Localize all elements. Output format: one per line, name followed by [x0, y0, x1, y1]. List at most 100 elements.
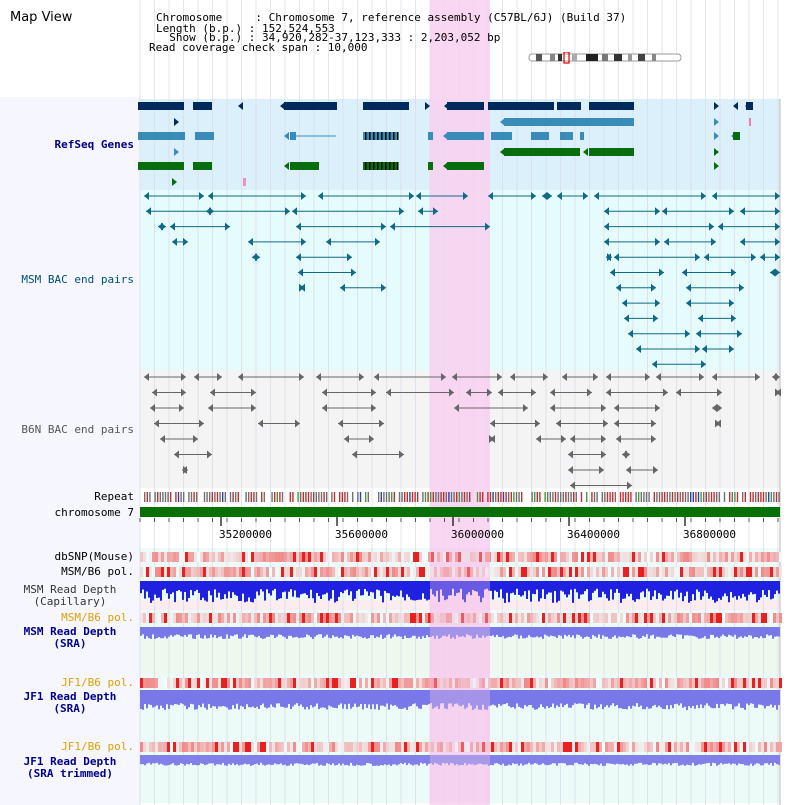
b6n-bac-pair	[568, 466, 604, 474]
b6n-bac-pair	[562, 373, 598, 381]
msm-bac-pair	[170, 222, 230, 231]
exon-tick	[365, 162, 367, 170]
b6n-bac-pair	[150, 404, 184, 412]
gene-arrow	[583, 148, 588, 156]
gene-arrow	[174, 118, 179, 126]
exon-tick	[385, 162, 387, 170]
jf1-read-depth-sra-label: JF1 Read Depth (SRA)	[23, 690, 117, 715]
b6n-bac-pair	[550, 388, 592, 397]
exon-tick	[377, 162, 379, 170]
jf1-b6-pol-label-2: JF1/B6 pol.	[61, 740, 134, 753]
msm-read-depth-capillary-label: MSM Read Depth (Capillary)	[23, 583, 117, 608]
msm-bac-pair	[296, 253, 352, 262]
axis-tick-35200000: 35200000	[219, 528, 272, 541]
msm-bac-pair	[718, 222, 780, 231]
header-bg	[0, 0, 800, 97]
msm-bac-pair	[158, 222, 166, 231]
b6n-bac-pair	[772, 373, 780, 381]
jf1-b6-pol-track-1	[140, 678, 782, 688]
jf1-read-depth-sra-track	[140, 690, 780, 710]
msm-bac-pair	[712, 192, 780, 200]
b6n-bac-pair	[626, 466, 658, 474]
msm-b6-pol-label-1: MSM/B6 pol.	[61, 565, 134, 578]
msm-bac-pair	[760, 253, 780, 262]
b6n-bac-pair	[622, 450, 630, 459]
b6n-bac-pair	[210, 388, 256, 397]
gene-arrow	[714, 148, 719, 156]
show-range-info: Show (b.p.) : 34,920,282-37,123,333 : 2,…	[156, 31, 501, 44]
msm-bac-pair	[614, 253, 700, 262]
refseq-gene-row-2	[504, 118, 634, 126]
b6n-bac-pair	[715, 419, 721, 428]
b6n-bac-pair	[676, 388, 722, 397]
jf1-b6-pol-label-1: JF1/B6 pol.	[61, 676, 134, 689]
exon-tick	[385, 132, 387, 140]
map-view-title: Map View	[10, 10, 73, 25]
b6n-bac-pair	[154, 419, 204, 428]
msm-read-depth-sra-label: MSM Read Depth (SRA)	[23, 625, 117, 650]
b6n-bac-pair	[454, 404, 528, 412]
chromosome-bar	[140, 507, 780, 517]
exon-tick	[389, 162, 391, 170]
gene-arrow	[280, 102, 285, 110]
refseq-gene-row-4	[504, 148, 634, 156]
msm-bac-pair	[704, 253, 756, 262]
msm-b6-pol-label-2: MSM/B6 pol.	[61, 611, 134, 624]
msm-bac-pair	[206, 207, 290, 216]
b6n-bac-pair	[570, 481, 632, 490]
b6n-bac-pair	[160, 435, 198, 443]
msm-bac-pair	[326, 237, 380, 246]
msm-bac-pair	[610, 268, 664, 277]
gene-arrow	[425, 102, 430, 110]
msm-bac-pair	[296, 222, 386, 231]
b6n-bac-pair	[352, 450, 404, 459]
exon-tick	[373, 162, 375, 170]
msm-bac-pair	[208, 192, 306, 200]
b6n-bac-pair	[374, 373, 446, 381]
exon-tick	[393, 162, 395, 170]
b6n-bac-end-pairs-label: B6N BAC end pairs	[21, 423, 134, 436]
msm-bac-pair	[702, 345, 734, 353]
label-column	[0, 0, 140, 805]
b6n-bac-pair	[568, 450, 606, 459]
gene-arrow	[714, 132, 719, 140]
jf1-read-depth-trimmed-label: JF1 Read Depth (SRA trimmed)	[23, 755, 117, 780]
b6n-bac-pair	[258, 419, 300, 428]
msm-bac-pair	[292, 207, 404, 216]
exon-tick	[397, 132, 399, 140]
msm-bac-end-pairs-label: MSM BAC end pairs	[21, 273, 134, 286]
msm-bac-pair	[594, 192, 706, 200]
axis-tick-36800000: 36800000	[683, 528, 736, 541]
b6n-bac-pair	[452, 373, 502, 381]
axis-tick-35600000: 35600000	[335, 528, 388, 541]
msm-bac-pair	[416, 192, 468, 200]
exon-tick	[393, 132, 395, 140]
b6n-bac-pair	[489, 435, 495, 443]
msm-bac-pair	[172, 237, 188, 246]
b6n-bac-pair	[614, 404, 660, 412]
exon-tick	[389, 132, 391, 140]
b6n-bac-pair	[712, 373, 760, 381]
exon-tick	[373, 132, 375, 140]
b6n-bac-pair	[208, 404, 256, 412]
gene-block	[243, 178, 246, 186]
msm-bac-pair	[698, 314, 736, 323]
gene-block	[746, 102, 753, 110]
b6n-bac-pair	[174, 450, 212, 459]
b6n-bac-pair	[322, 388, 376, 397]
msm-bac-pair	[622, 299, 660, 308]
msm-bac-pair	[604, 237, 660, 246]
gene-arrow	[500, 148, 505, 156]
exon-tick	[369, 162, 371, 170]
jf1-b6-pol-track-2	[140, 742, 782, 752]
msm-bac-pair	[298, 268, 356, 277]
gene-arrow	[714, 102, 719, 110]
gene-arrow	[443, 132, 448, 140]
msm-b6-pol-track-1	[140, 567, 782, 577]
gene-arrow	[174, 148, 179, 156]
gene-arrow	[238, 102, 243, 110]
b6n-bac-pair	[606, 388, 668, 397]
chromosome-ideogram[interactable]	[528, 52, 684, 64]
